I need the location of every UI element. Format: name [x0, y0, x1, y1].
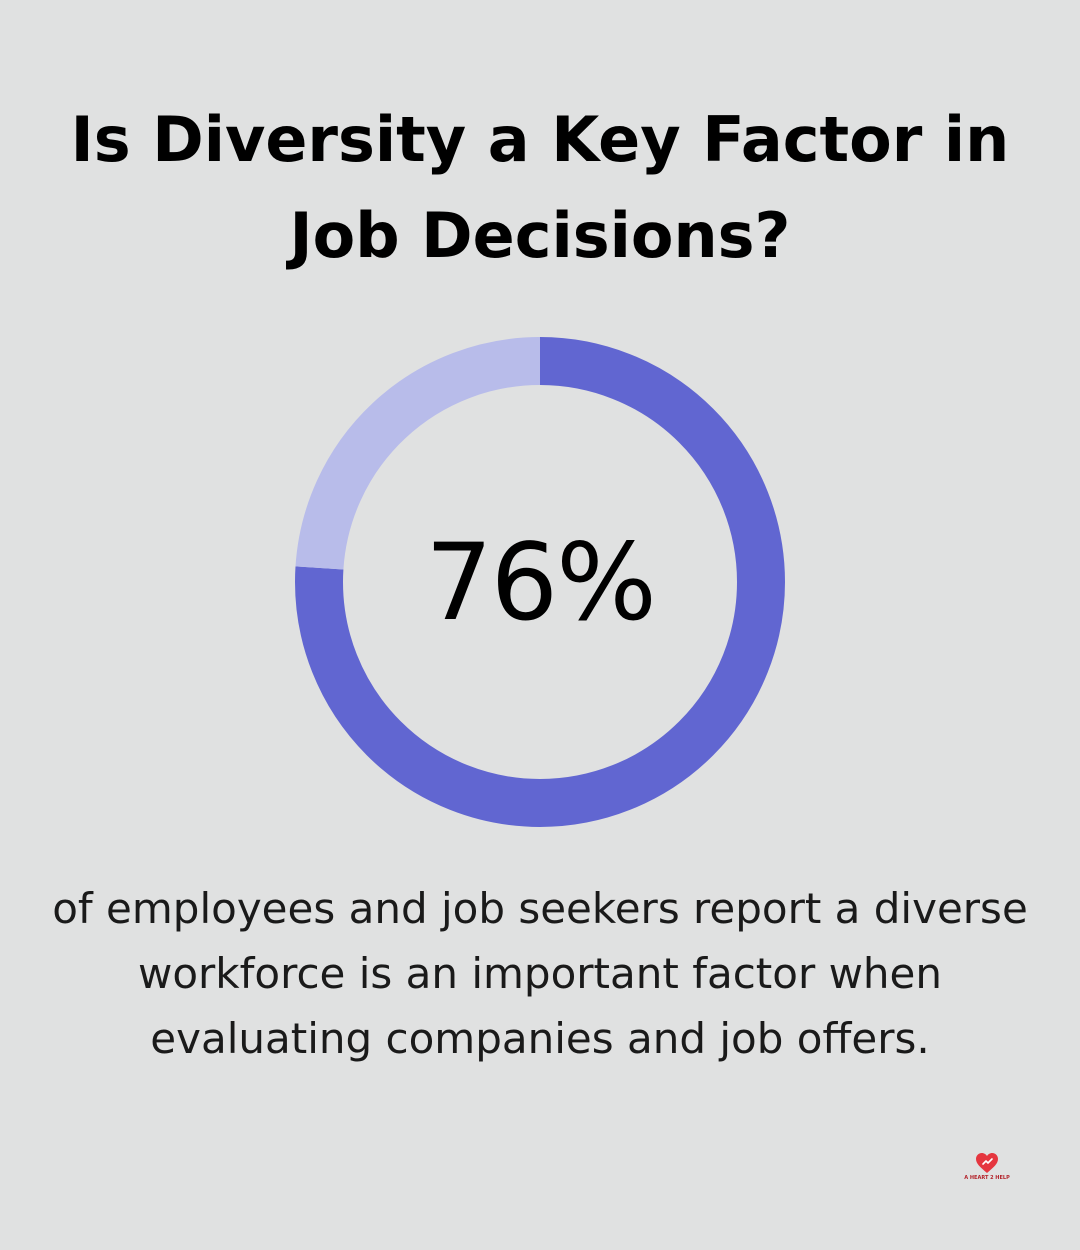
percentage-value: 76% [425, 520, 657, 644]
donut-segment-remainder [295, 337, 785, 827]
heart-logo-icon [976, 1153, 998, 1173]
chart-title: Is Diversity a Key Factor in Job Decisio… [70, 103, 1010, 272]
brand-logo: A HEART 2 HELP [958, 1152, 1016, 1188]
chart-caption: of employees and job seekers report a di… [52, 884, 1028, 1063]
donut-chart [280, 322, 800, 842]
logo-text: A HEART 2 HELP [964, 1175, 1010, 1181]
donut-chart-svg [295, 337, 785, 827]
